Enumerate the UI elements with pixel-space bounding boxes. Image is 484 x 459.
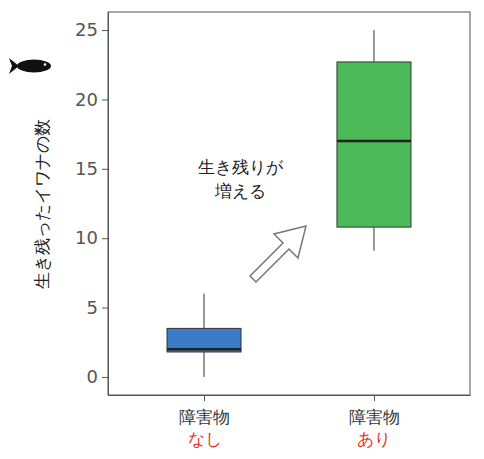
- y-tick-mark: [102, 30, 108, 31]
- y-tick: 5: [87, 297, 108, 318]
- x-tick: 障害物あり: [349, 395, 400, 449]
- annotation-line: 増える: [214, 181, 266, 201]
- y-axis-line: [108, 13, 109, 396]
- x-tick-label-line: 障害物: [179, 408, 230, 427]
- y-tick: 10: [75, 227, 108, 248]
- box-body: [337, 62, 411, 227]
- annotation: 生き残りが増える: [198, 157, 284, 201]
- median-line: [167, 348, 241, 351]
- x-tick-label-line: なし: [188, 430, 222, 449]
- y-tick-label: 5: [87, 297, 98, 318]
- y-tick-mark: [102, 169, 108, 170]
- y-tick-mark: [102, 238, 108, 239]
- box: [167, 294, 241, 377]
- y-tick: 20: [75, 89, 108, 110]
- y-tick-label: 25: [75, 19, 98, 40]
- y-tick: 0: [87, 366, 108, 387]
- x-tick-label-line: 障害物: [349, 408, 400, 427]
- upper-whisker: [204, 294, 205, 329]
- box: [337, 30, 411, 251]
- upper-whisker: [373, 30, 374, 62]
- x-tick-mark: [374, 395, 375, 401]
- chart: 0510152025障害物なし障害物あり生き残ったイワナの数生き残りが増える: [0, 0, 484, 459]
- y-tick: 15: [75, 158, 108, 179]
- y-tick-mark: [102, 308, 108, 309]
- x-tick-label-line: あり: [357, 430, 391, 449]
- y-tick-mark: [102, 99, 108, 100]
- y-axis: 0 5 10 15 20 25: [75, 13, 108, 396]
- fish-icon: [9, 58, 51, 74]
- plot-frame: [108, 12, 470, 395]
- y-tick-label: 0: [87, 366, 98, 387]
- x-tick-mark: [204, 395, 205, 401]
- y-axis-title: 生き残ったイワナの数: [32, 119, 52, 289]
- fish-body: [17, 60, 51, 73]
- y-tick-label: 10: [75, 227, 98, 248]
- x-tick-label: 障害物なし: [179, 408, 230, 449]
- lower-whisker: [373, 227, 374, 251]
- y-tick-label: 20: [75, 89, 98, 110]
- x-tick-label: 障害物あり: [349, 408, 400, 449]
- lower-whisker: [204, 352, 205, 377]
- annotation-line: 生き残りが: [198, 157, 284, 177]
- y-tick-mark: [102, 377, 108, 378]
- x-axis-line: [109, 395, 471, 396]
- x-tick: 障害物なし: [179, 395, 230, 449]
- box-body: [167, 328, 241, 352]
- boxes: [167, 30, 411, 377]
- fish-tail: [9, 58, 19, 74]
- y-tick: 25: [75, 19, 108, 40]
- fish-eye: [44, 63, 47, 66]
- median-line: [337, 140, 411, 143]
- x-axis: 障害物なし障害物あり: [109, 395, 471, 449]
- y-tick-label: 15: [75, 158, 98, 179]
- arrow: [250, 226, 306, 282]
